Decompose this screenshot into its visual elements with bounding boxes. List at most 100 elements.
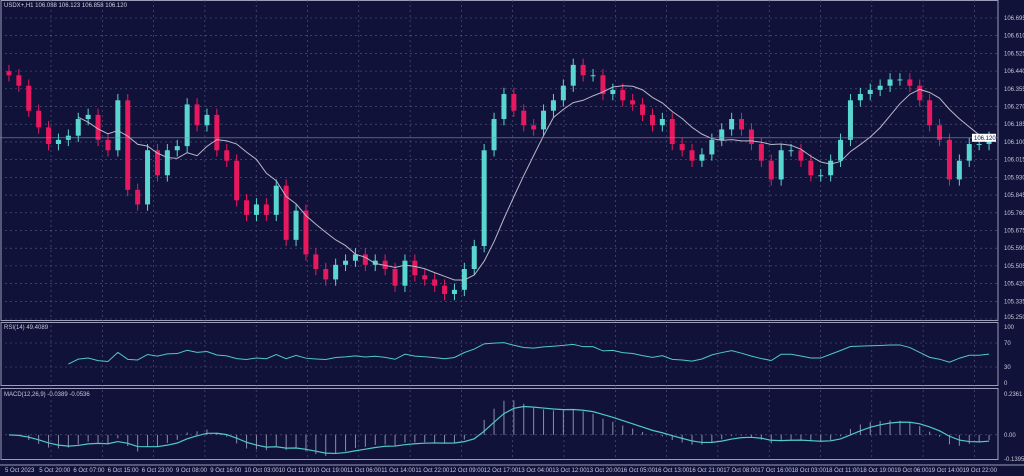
price-tick-label: 105.760 — [1004, 211, 1024, 217]
candle-bullish — [402, 260, 408, 286]
candle-bearish — [917, 85, 923, 101]
candle-bearish — [649, 114, 655, 126]
price-tick-label: 106.695 — [1004, 16, 1024, 22]
candle-bullish — [897, 79, 903, 81]
candle-bullish — [976, 144, 982, 146]
candle-bearish — [194, 104, 200, 126]
time-tick-label: 10 Oct 11:00 — [279, 468, 314, 474]
candle-bullish — [610, 89, 616, 95]
candle-bullish — [838, 139, 844, 161]
candle-bearish — [224, 150, 230, 161]
panel-frame — [0, 322, 999, 386]
time-tick-label: 18 Oct 11:00 — [826, 468, 861, 474]
price-tick-label: 105.675 — [1004, 228, 1024, 234]
candle-bullish — [273, 185, 279, 215]
candle-bullish — [253, 204, 259, 215]
candle-bearish — [6, 71, 12, 76]
candle-bearish — [937, 125, 943, 140]
time-tick-label: 6 Oct 07:00 — [73, 468, 105, 474]
candle-bearish — [640, 104, 646, 115]
candle-bearish — [263, 204, 269, 215]
candle-bearish — [946, 139, 952, 180]
price-tick-label: 105.845 — [1004, 193, 1024, 199]
price-tick-label: 106.100 — [1004, 140, 1024, 146]
candle-bullish — [204, 114, 210, 126]
rsi-tick-label: 0 — [1004, 381, 1008, 387]
candle-bullish — [293, 210, 299, 240]
candle-bullish — [847, 100, 853, 140]
candle-bearish — [154, 150, 160, 176]
candle-bullish — [481, 150, 487, 247]
candle-bearish — [382, 260, 388, 270]
price-tick-label: 106.270 — [1004, 105, 1024, 111]
candle-bullish — [85, 114, 91, 120]
time-tick-label: 6 Oct 23:00 — [142, 468, 174, 474]
time-tick-label: 13 Oct 20:00 — [586, 468, 621, 474]
time-tick-label: 16 Oct 05:00 — [621, 468, 656, 474]
time-tick-label: 12 Oct 09:00 — [450, 468, 485, 474]
rsi-tick-label: 70 — [1004, 341, 1011, 347]
time-tick-label: 5 Oct 20:00 — [39, 468, 71, 474]
candle-bullish — [145, 150, 151, 205]
price-tick-label: 106.355 — [1004, 87, 1024, 93]
candle-bearish — [511, 94, 517, 111]
current-price-tag — [972, 133, 996, 142]
macd-tick-label: -0.1395 — [1004, 457, 1024, 463]
time-tick-label: 5 Oct 2023 — [5, 468, 35, 474]
time-tick-label: 16 Oct 21:00 — [689, 468, 724, 474]
rsi-line — [68, 342, 990, 365]
candle-bearish — [531, 125, 537, 130]
candle-bearish — [234, 160, 240, 201]
candle-bullish — [887, 79, 893, 86]
candle-bearish — [422, 275, 428, 280]
candle-bearish — [46, 127, 52, 145]
macd-tick-label: 0.2361 — [1004, 392, 1023, 398]
candle-bullish — [828, 160, 834, 176]
candle-bearish — [244, 200, 250, 215]
candle-bullish — [174, 146, 180, 151]
candle-bearish — [283, 185, 289, 240]
candle-bearish — [95, 114, 101, 140]
time-tick-label: 12 Oct 17:00 — [484, 468, 519, 474]
candle-bearish — [927, 100, 933, 126]
time-tick-label: 19 Oct 22:00 — [963, 468, 998, 474]
candle-bullish — [867, 89, 873, 95]
time-tick-label: 17 Oct 08:00 — [723, 468, 758, 474]
price-tick-label: 106.440 — [1004, 69, 1024, 75]
moving-average-line — [78, 85, 990, 281]
candle-bullish — [451, 289, 457, 295]
candle-bearish — [432, 279, 438, 286]
candle-bearish — [689, 150, 695, 161]
candle-bullish — [590, 75, 596, 77]
candle-bullish — [560, 85, 566, 101]
panel-frame — [0, 0, 999, 321]
candle-bullish — [659, 119, 665, 126]
candle-bullish — [343, 260, 349, 265]
time-tick-label: 11 Oct 22:00 — [415, 468, 450, 474]
time-tick-label: 16 Oct 13:00 — [655, 468, 690, 474]
time-tick-label: 13 Oct 04:00 — [518, 468, 553, 474]
candle-bullish — [501, 94, 507, 120]
time-tick-label: 18 Oct 19:00 — [860, 468, 895, 474]
time-tick-label: 11 Oct 14:00 — [381, 468, 416, 474]
candle-bearish — [105, 139, 111, 151]
time-tick-label: 13 Oct 12:00 — [552, 468, 587, 474]
candle-bearish — [758, 144, 764, 161]
candle-bearish — [16, 75, 22, 86]
candle-bearish — [808, 160, 814, 176]
candle-bearish — [630, 100, 636, 105]
price-tick-label: 106.525 — [1004, 51, 1024, 57]
price-tick-label: 105.505 — [1004, 264, 1024, 270]
time-tick-label: 18 Oct 03:00 — [792, 468, 827, 474]
rsi-tick-label: 30 — [1004, 365, 1011, 371]
candle-bearish — [36, 110, 42, 128]
candle-bearish — [412, 260, 418, 276]
candle-bullish — [541, 110, 547, 130]
candle-bullish — [164, 150, 170, 176]
candle-bullish — [550, 100, 556, 111]
price-tick-label: 106.610 — [1004, 34, 1024, 40]
macd-tick-label: 0.00 — [1004, 433, 1016, 439]
time-tick-label: 9 Oct 16:00 — [210, 468, 242, 474]
candle-bearish — [748, 129, 754, 145]
